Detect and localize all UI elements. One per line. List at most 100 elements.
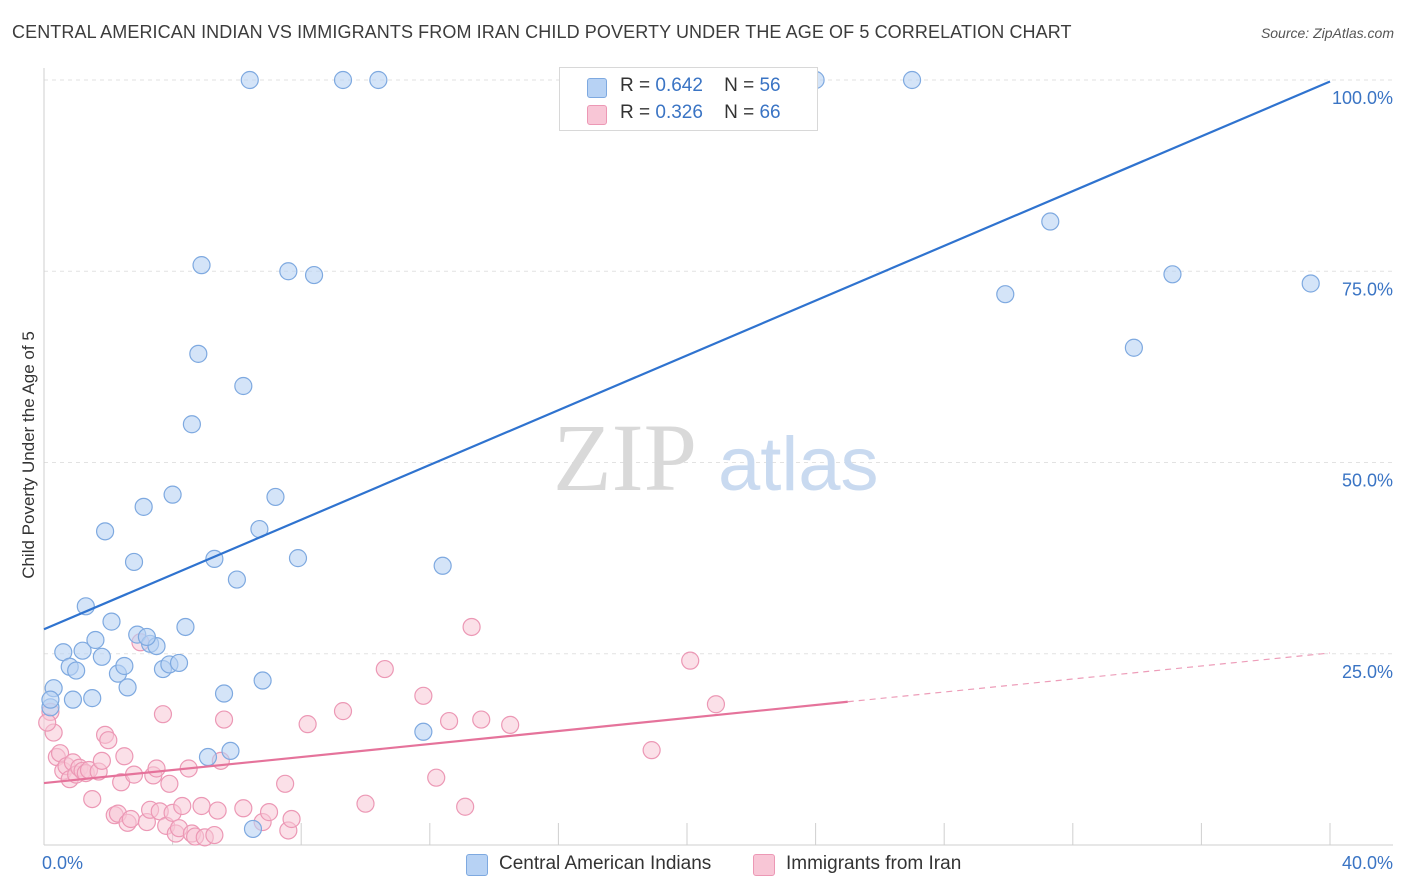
data-point-iran — [427, 768, 446, 787]
data-point-central-american — [73, 641, 92, 660]
data-point-iran — [456, 797, 475, 816]
chart-title: CENTRAL AMERICAN INDIAN VS IMMIGRANTS FR… — [12, 22, 1072, 42]
data-point-iran — [115, 747, 134, 766]
data-point-central-american — [63, 690, 83, 709]
data-point-iran — [681, 651, 700, 670]
data-point-central-american — [102, 612, 121, 631]
data-point-central-american — [288, 549, 308, 568]
data-point-central-american — [369, 70, 388, 90]
legend-text-pink: R = 0.326 N = 66 — [620, 102, 781, 124]
data-point-central-american — [192, 256, 211, 275]
data-point-central-american — [253, 671, 272, 690]
data-point-iran — [38, 713, 57, 732]
data-point-iran — [439, 711, 459, 731]
r-label: R = — [620, 102, 651, 123]
data-point-iran — [501, 715, 520, 734]
data-point-central-american — [304, 265, 324, 285]
data-point-iran — [414, 686, 433, 705]
data-point-iran — [214, 710, 234, 729]
data-point-central-american — [198, 747, 218, 767]
series-immigrants-from-iran — [38, 617, 726, 847]
x-tick-label: 40.0% — [1342, 853, 1393, 873]
legend-label: Central American Indians — [499, 853, 712, 874]
data-point-central-american — [433, 556, 452, 575]
legend-swatch-pink — [753, 854, 775, 876]
data-point-iran — [375, 659, 394, 679]
data-point-iran — [472, 710, 491, 729]
legend-swatch-pink — [587, 105, 607, 125]
data-point-iran — [160, 774, 179, 793]
r-label: R = — [620, 75, 651, 96]
data-point-iran — [276, 774, 295, 793]
data-point-central-american — [176, 617, 195, 637]
series-legend: Central American Indians Immigrants from… — [0, 850, 1406, 878]
data-point-central-american — [414, 722, 433, 741]
y-tick-label: 75.0% — [1342, 279, 1393, 299]
data-point-iran — [234, 799, 253, 818]
data-point-central-american — [118, 678, 137, 697]
source-label: Source: ZipAtlas.com — [1260, 25, 1394, 41]
data-point-central-american — [996, 285, 1015, 304]
data-point-iran — [706, 695, 726, 714]
axis-labels: 25.0% 50.0% 75.0% 100.0% 0.0% 40.0% Child Pove… — [19, 88, 1393, 873]
data-point-iran — [153, 705, 173, 724]
data-point-central-american — [189, 344, 208, 363]
data-point-central-american — [41, 690, 60, 709]
data-point-central-american — [221, 741, 240, 761]
data-point-central-american — [134, 497, 153, 516]
data-point-central-american — [1041, 212, 1060, 231]
r-value: 0.326 — [655, 102, 703, 123]
data-point-central-american — [182, 415, 201, 434]
zipatlas-watermark: ZIP atlas — [553, 404, 879, 511]
x-tick-label: 0.0% — [42, 853, 83, 873]
data-point-central-american — [86, 630, 105, 650]
data-point-central-american — [124, 552, 144, 572]
data-point-iran — [462, 617, 481, 637]
data-point-iran — [205, 825, 224, 845]
data-point-central-american — [227, 570, 246, 589]
data-point-central-american — [279, 262, 298, 281]
data-point-iran — [208, 801, 227, 820]
data-point-central-american — [115, 656, 134, 676]
gridlines — [44, 79, 1393, 655]
legend-label: Immigrants from Iran — [786, 853, 962, 874]
trend-line-iran — [43, 700, 848, 785]
data-point-central-american — [234, 376, 253, 396]
data-point-central-american — [92, 647, 111, 666]
data-point-central-american — [1124, 338, 1143, 357]
n-label: N = — [724, 75, 755, 96]
data-point-central-american — [902, 70, 922, 90]
data-point-iran — [333, 702, 353, 721]
data-point-central-american — [1301, 274, 1320, 293]
legend-swatch-blue — [466, 854, 488, 876]
data-point-iran — [92, 751, 111, 770]
n-label: N = — [724, 102, 755, 123]
watermark-zip: ZIP — [553, 404, 697, 511]
y-tick-label: 100.0% — [1332, 88, 1393, 108]
r-value: 0.642 — [655, 75, 703, 96]
data-point-iran — [147, 759, 166, 778]
data-point-central-american — [333, 70, 353, 90]
n-value: 66 — [759, 102, 781, 123]
correlation-legend: R = 0.642 N = 56 R = 0.326 N = 66 — [559, 67, 818, 131]
data-point-iran — [83, 789, 102, 809]
trend-lines — [43, 80, 1331, 785]
data-point-central-american — [169, 653, 189, 673]
legend-swatch-blue — [587, 78, 607, 98]
data-point-central-american — [137, 627, 156, 647]
data-point-iran — [192, 796, 211, 816]
legend-text-blue: R = 0.642 N = 56 — [620, 75, 781, 97]
data-point-iran — [99, 731, 118, 750]
y-tick-label: 25.0% — [1342, 662, 1393, 682]
axes — [43, 68, 1393, 846]
data-point-central-american — [1163, 265, 1182, 284]
n-value: 56 — [759, 75, 781, 96]
watermark-atlas: atlas — [718, 422, 879, 507]
data-point-iran — [259, 803, 279, 822]
data-point-central-american — [266, 487, 285, 507]
data-point-central-american — [163, 485, 182, 504]
data-point-central-american — [240, 70, 259, 90]
data-point-central-american — [214, 684, 234, 703]
data-point-iran — [173, 796, 192, 816]
y-axis-label: Child Poverty Under the Age of 5 — [19, 331, 38, 579]
